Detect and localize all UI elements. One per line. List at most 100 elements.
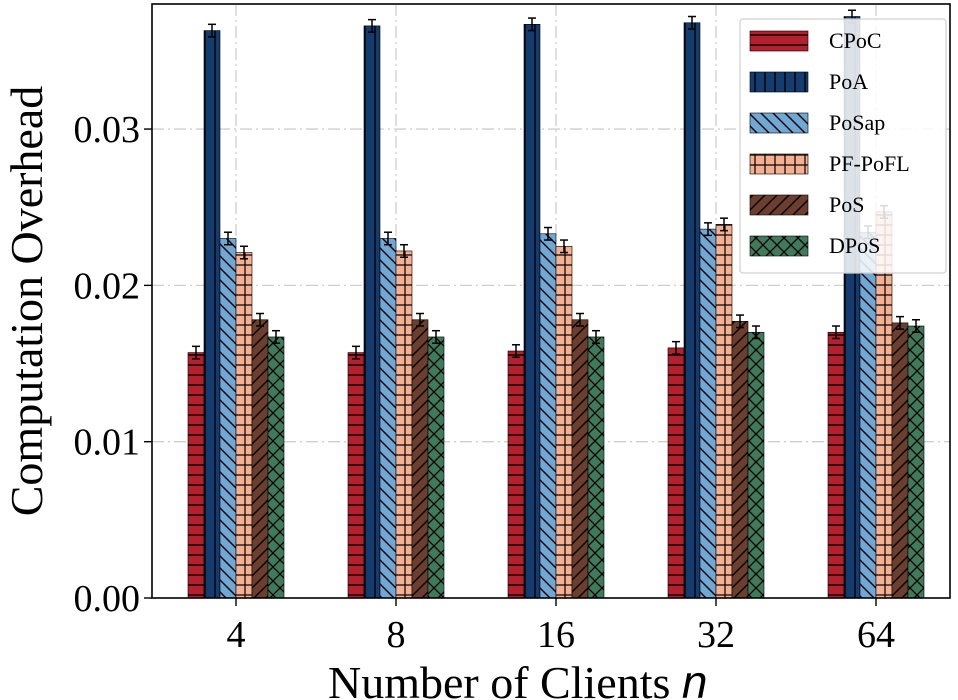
bar-posap-n32-error [704, 222, 712, 237]
bar-cpoc-n8 [347, 352, 365, 599]
bar-cpoc-n16 [507, 350, 525, 599]
bar-cpoc-n4-error [192, 345, 200, 360]
bar-cpoc-n8-hatch [348, 352, 364, 598]
bar-pos-n4-hatch [252, 319, 268, 598]
legend-item-pos-label: PoS [829, 192, 864, 217]
bar-dpos-n4 [267, 336, 285, 599]
bar-dpos-n64-hatch [908, 326, 924, 598]
bar-dpos-n4-error [272, 329, 280, 344]
bar-posap-n16 [539, 233, 557, 599]
bar-pf-pofl-n32-hatch [716, 224, 732, 598]
legend-item-posap-swatch-hatch [750, 113, 808, 133]
bar-pos-n4 [251, 319, 269, 599]
bar-pos-n16-error [576, 312, 584, 327]
bar-pos-n16-hatch [572, 319, 588, 598]
bar-poa-n8-error [368, 18, 376, 33]
bar-cpoc-n4-hatch [188, 352, 204, 598]
bar-pf-pofl-n64-hatch [876, 211, 892, 598]
legend-item-posap: PoSap [749, 110, 885, 135]
plot-frame [151, 3, 951, 599]
bar-pf-pofl-n8-error [400, 243, 408, 258]
bar-pf-pofl-n4 [235, 252, 253, 599]
y-tick-label: 0.03 [74, 109, 141, 151]
legend-item-cpoc-swatch-hatch [750, 31, 808, 51]
legend: CPoC PoA PoSap PF-PoFL PoS DPoS [739, 18, 947, 274]
bar-poa-n32-error [688, 15, 696, 30]
y-tick-label: 0.02 [74, 265, 141, 307]
bar-dpos-n32 [747, 331, 765, 599]
bar-cpoc-n64-hatch [828, 332, 844, 598]
bar-posap-n8 [379, 238, 397, 599]
bar-pos-n64 [891, 322, 909, 599]
bars [187, 16, 925, 599]
bar-dpos-n64-error [912, 319, 920, 334]
bar-posap-n4 [219, 238, 237, 599]
bar-poa-n8-hatch [364, 25, 380, 598]
y-tick-label: 0.00 [74, 578, 141, 620]
legend-item-posap-swatch-outline [749, 112, 809, 134]
bar-posap-n32 [699, 228, 717, 599]
bar-cpoc-n32 [667, 347, 685, 599]
bar-pf-pofl-n32 [715, 224, 733, 599]
bar-pf-pofl-n16-error [560, 239, 568, 254]
bar-pos-n16 [571, 319, 589, 599]
bar-dpos-n32-error [752, 325, 760, 340]
bar-pos-n8-hatch [412, 319, 428, 598]
x-tick-label: 4 [227, 614, 246, 656]
x-axis-title-text: Number of Clients [328, 657, 670, 700]
legend-item-dpos-label: DPoS [829, 233, 880, 258]
bar-cpoc-n8-error [352, 345, 360, 360]
bar-cpoc-n16-hatch [508, 351, 524, 598]
bar-pf-pofl-n4-error [240, 245, 248, 260]
bar-pf-pofl-n16 [555, 245, 573, 599]
legend-item-pos-swatch-outline [749, 194, 809, 216]
x-tick-label: 8 [387, 614, 406, 656]
bar-dpos-n16-error [592, 329, 600, 344]
bar-pos-n32-error [736, 314, 744, 329]
bar-pos-n8-error [416, 312, 424, 327]
bar-pos-n64-hatch [892, 322, 908, 598]
bar-poa-n4 [203, 30, 221, 599]
bar-dpos-n16-hatch [588, 336, 604, 598]
x-tick-label: 16 [537, 614, 575, 656]
bar-posap-n4-hatch [220, 238, 236, 598]
bar-poa-n4-hatch [204, 30, 220, 599]
bar-pf-pofl-n8 [395, 250, 413, 599]
bar-dpos-n8 [427, 336, 445, 599]
legend-item-dpos: DPoS [749, 233, 880, 258]
legend-item-dpos-swatch-hatch [750, 236, 808, 256]
bar-poa-n16 [523, 24, 541, 599]
y-tick-label: 0.01 [74, 422, 141, 464]
bar-posap-n64-hatch [860, 232, 876, 598]
bar-poa-n32 [683, 22, 701, 599]
bar-posap-n4-error [224, 231, 232, 246]
legend-item-pf-pofl: PF-PoFL [749, 151, 910, 176]
x-axis: 4 8 16 32 64 [227, 598, 895, 656]
y-axis-title: Computation Overhead [1, 86, 52, 517]
bar-cpoc-n32-hatch [668, 347, 684, 598]
bar-poa-n8 [363, 25, 381, 599]
bar-cpoc-n4 [187, 352, 205, 599]
bar-posap-n16-error [544, 226, 552, 241]
bar-pf-pofl-n4-hatch [236, 252, 252, 598]
legend-item-poa: PoA [749, 69, 868, 94]
y-axis: 0.00 0.01 0.02 0.03 [74, 109, 152, 620]
legend-item-pf-pofl-swatch-outline [749, 153, 809, 175]
x-tick-label: 32 [697, 614, 735, 656]
bar-cpoc-n32-error [672, 340, 680, 355]
bar-dpos-n8-error [432, 329, 440, 344]
bar-poa-n32-hatch [684, 22, 700, 599]
bar-pf-pofl-n64 [875, 211, 893, 599]
bar-dpos-n8-hatch [428, 336, 444, 598]
legend-item-poa-label: PoA [829, 69, 868, 94]
bar-dpos-n64 [907, 325, 925, 599]
bar-pf-pofl-n8-hatch [396, 250, 412, 598]
legend-item-posap-label: PoSap [829, 110, 885, 135]
bar-poa-n16-hatch [524, 24, 540, 599]
bar-pos-n8 [411, 319, 429, 599]
bar-posap-n8-error [384, 231, 392, 246]
legend-item-pf-pofl-label: PF-PoFL [829, 151, 910, 176]
legend-item-cpoc-swatch-outline [749, 30, 809, 52]
bar-poa-n4-error [208, 23, 216, 38]
